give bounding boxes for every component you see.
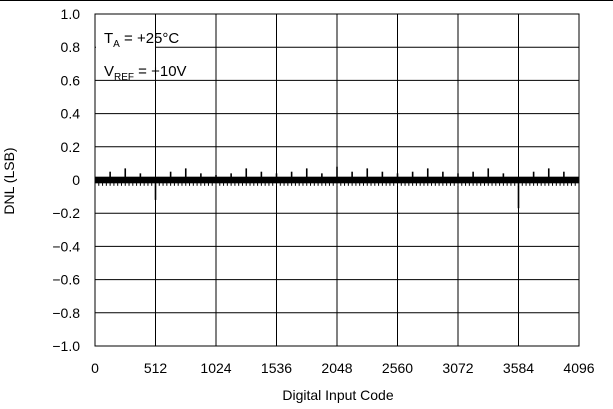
- y-tick-label: 0.2: [61, 139, 81, 155]
- x-tick-label: 2560: [382, 360, 413, 376]
- x-tick-label: 3072: [442, 360, 473, 376]
- x-tick-label: 1536: [261, 360, 292, 376]
- y-tick-label: 0: [72, 172, 80, 188]
- temperature-annotation: TA = +25°C: [104, 30, 179, 50]
- y-tick-label: −1.0: [52, 338, 80, 354]
- y-tick-label: 0.8: [61, 39, 81, 55]
- x-axis-title: Digital Input Code: [282, 387, 394, 403]
- x-tick-label: 512: [144, 360, 168, 376]
- y-axis-ticks: 1.0 0.8 0.6 0.4 0.2 0 −0.2 −0.4 −0.6 −0.8 −1.0: [52, 6, 80, 354]
- annotation-box: TA = +25°C VREF = +10V: [96, 15, 187, 83]
- y-tick-label: 0.6: [61, 72, 81, 88]
- x-tick-label: 1024: [200, 360, 231, 376]
- y-axis-title: DNL (LSB): [1, 147, 17, 214]
- y-tick-label: −0.2: [52, 205, 80, 221]
- x-axis-ticks: 0 512 1024 1536 2048 2560 3072 3584 4096: [91, 360, 595, 376]
- y-tick-label: −0.8: [52, 305, 80, 321]
- x-tick-label: 4096: [563, 360, 594, 376]
- x-tick-label: 0: [91, 360, 99, 376]
- vref-annotation: VREF = +10V: [104, 63, 187, 83]
- plot-frame: [94, 13, 580, 347]
- x-tick-label: 2048: [321, 360, 352, 376]
- y-tick-label: 0.4: [61, 106, 81, 122]
- y-tick-label: 1.0: [61, 6, 81, 22]
- y-tick-label: −0.4: [52, 238, 80, 254]
- dnl-series: [95, 166, 579, 209]
- y-tick-label: −0.6: [52, 272, 80, 288]
- x-tick-label: 3584: [503, 360, 534, 376]
